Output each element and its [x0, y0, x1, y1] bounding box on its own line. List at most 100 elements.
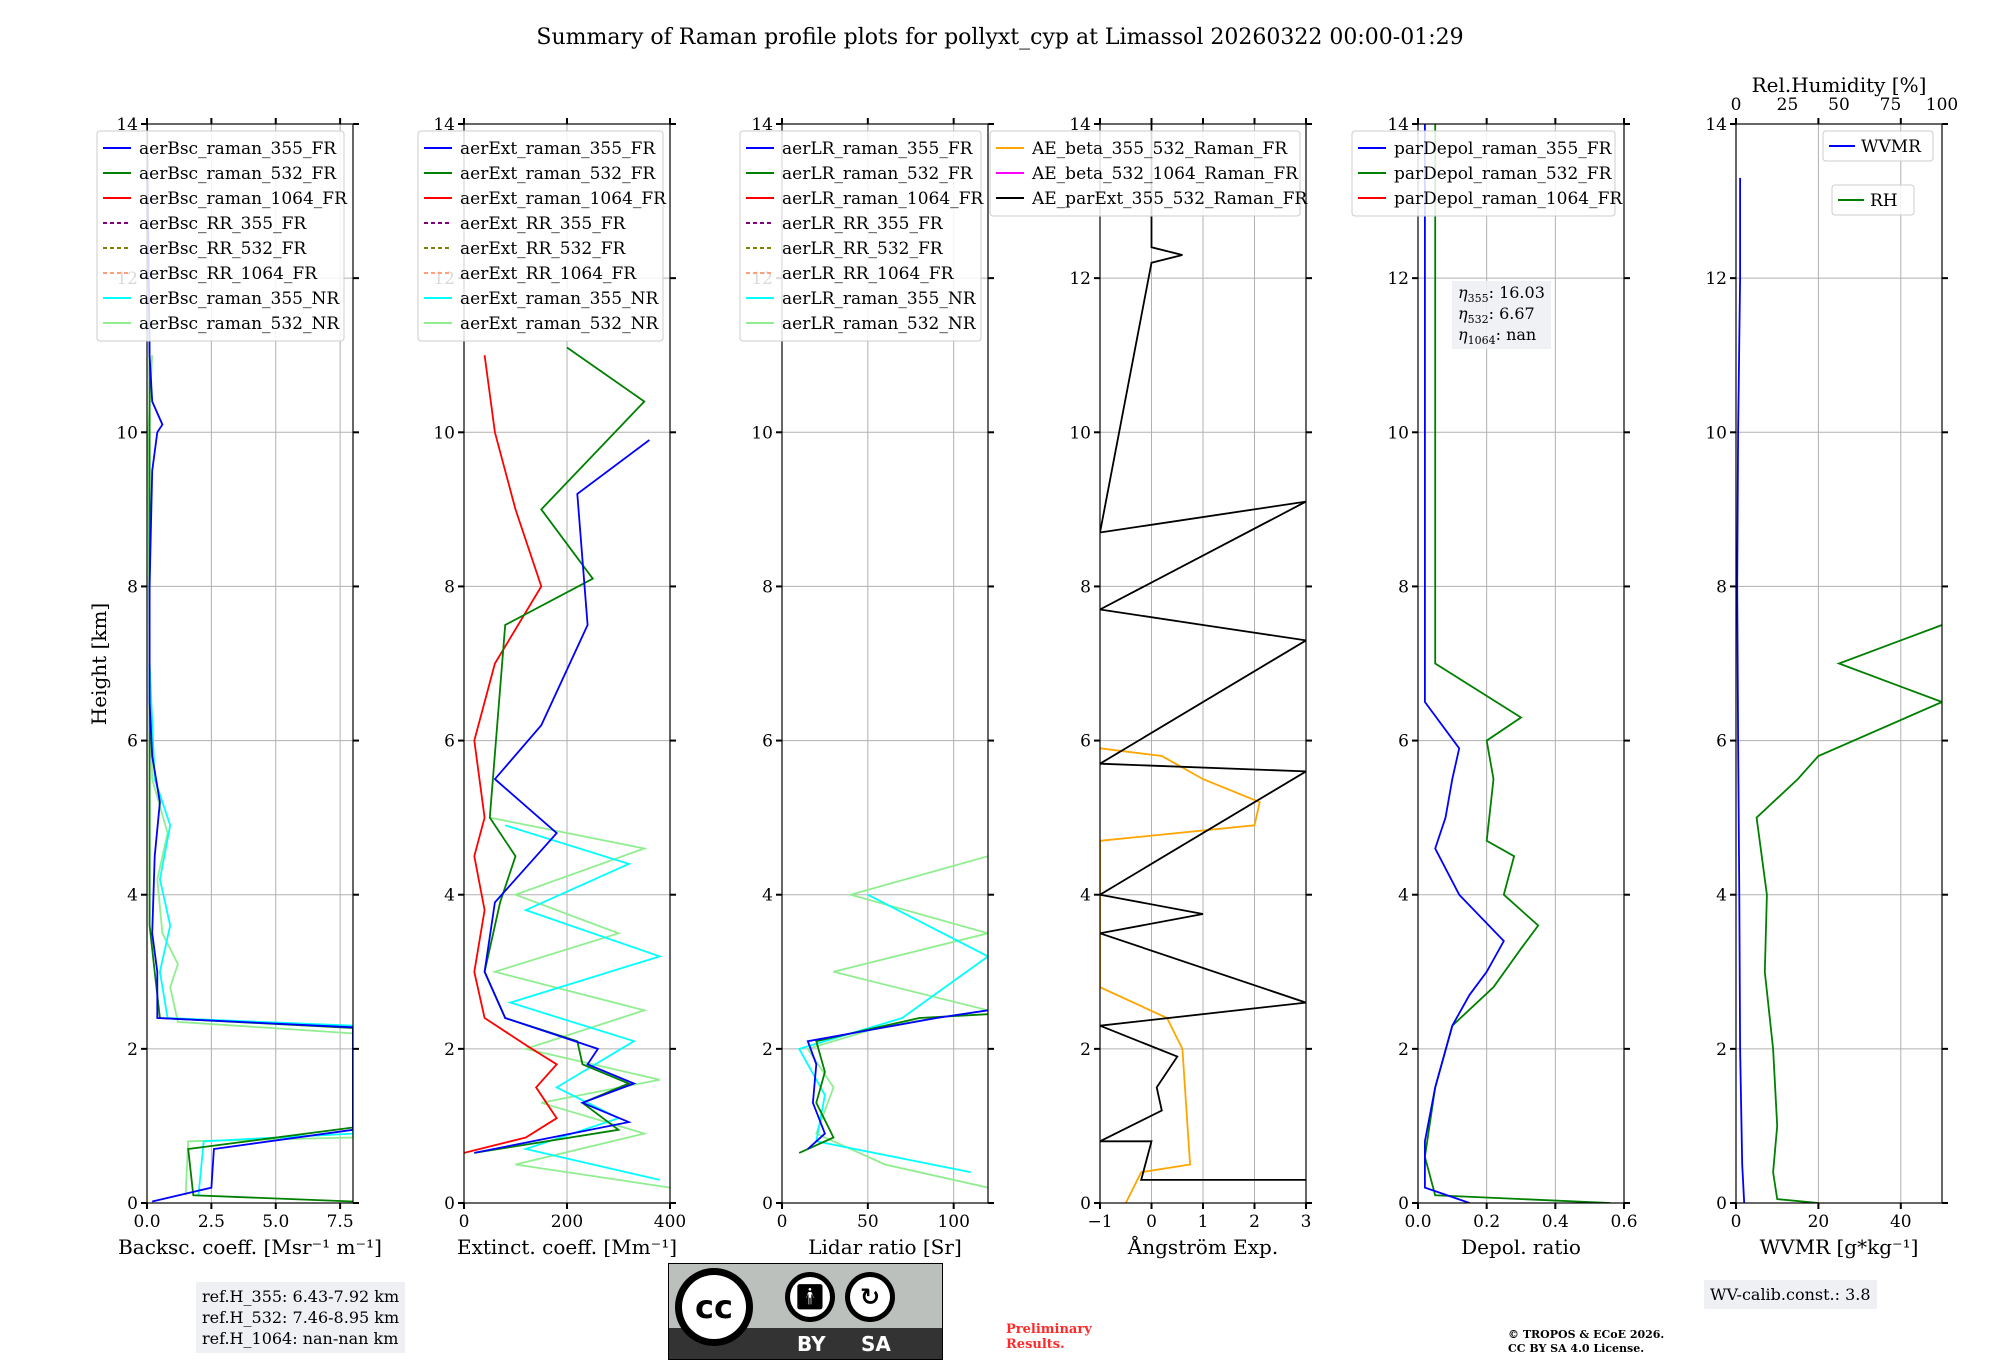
- y-tick-label: 14: [116, 115, 138, 135]
- x-tick-label: 0: [1731, 1212, 1742, 1232]
- y-tick-label: 4: [444, 886, 455, 906]
- y-tick-label: 10: [751, 423, 773, 443]
- legend-box: [96, 130, 345, 342]
- y-tick-label: 2: [127, 1040, 138, 1060]
- top-tick-label: 25: [1777, 95, 1799, 115]
- y-tick-label: 0: [444, 1194, 455, 1214]
- y-tick-label: 2: [1716, 1040, 1727, 1060]
- y-tick-label: 4: [127, 886, 138, 906]
- legend-label: aerExt_RR_1064_FR: [460, 264, 637, 284]
- legend-box: [417, 130, 664, 342]
- x-tick-label: 2.5: [198, 1212, 225, 1232]
- eta-box: [1452, 281, 1551, 349]
- y-tick-label: 10: [116, 423, 138, 443]
- y-tick-label: 14: [1387, 115, 1409, 135]
- legend-label: aerBsc_raman_532_FR: [139, 164, 337, 184]
- panel-5: 0.0 0.2 0.4 0.6 0 2 4 6 8 10 12 14 Depol. ratio parDe…: [1351, 115, 1638, 1259]
- wv-calib-box: WV-calib.const.: 3.8: [1704, 1280, 1877, 1309]
- y-tick-label: 0: [1080, 1194, 1091, 1214]
- y-axis-label: Height [km]: [87, 603, 111, 725]
- eta-532: η532: 6.67: [1458, 304, 1535, 326]
- series-line-RH: [1755, 624, 1942, 1203]
- panel-1: 0.02.55.07.502468101214Backsc. coeff. [M…: [96, 115, 382, 1259]
- y-tick-label: 10: [1387, 423, 1409, 443]
- axes-frame: [1735, 123, 1943, 1204]
- x-tick-label: 100: [937, 1212, 969, 1232]
- series-line-WVMR: [1736, 177, 1746, 1203]
- x-tick-label: 0: [459, 1212, 470, 1232]
- preliminary-note: Preliminary Results.: [1006, 1322, 1092, 1352]
- legend-label: aerLR_RR_532_FR: [782, 239, 944, 259]
- copyright-note: © TROPOS & ECoE 2026. CC BY SA 4.0 Licen…: [1508, 1328, 1664, 1356]
- y-tick-label: 14: [751, 115, 773, 135]
- top-tick-label: 100: [1926, 95, 1958, 115]
- x-tick-label: 7.5: [327, 1212, 354, 1232]
- y-tick-label: 8: [762, 577, 773, 597]
- legend-box: [1822, 130, 1934, 162]
- y-tick-label: 8: [1080, 577, 1091, 597]
- y-tick-label: 8: [444, 577, 455, 597]
- y-tick-label: 8: [127, 577, 138, 597]
- x-tick-label: 20: [1808, 1212, 1830, 1232]
- legend-label: aerExt_raman_532_NR: [460, 314, 659, 334]
- legend-label: aerExt_raman_355_NR: [460, 289, 659, 309]
- y-tick-label: 14: [1069, 115, 1091, 135]
- series-line-aerBsc_raman_532_NR: [147, 355, 353, 1196]
- top-axis-label: Rel.Humidity [%]: [1752, 73, 1927, 97]
- x-tick-label: −1: [1087, 1212, 1112, 1232]
- x-tick-label: 1: [1198, 1212, 1209, 1232]
- series-line-aerExt_raman_532_NR: [489, 816, 670, 1189]
- x-tick-label: 200: [551, 1212, 583, 1232]
- legend-label: aerLR_raman_355_FR: [782, 139, 974, 159]
- x-axis-label: Backsc. coeff. [Msr⁻¹ m⁻¹]: [118, 1235, 382, 1259]
- legend-label: aerLR_raman_355_NR: [782, 289, 977, 309]
- series-line-aerLR_raman_532_FR: [798, 1013, 988, 1154]
- legend-label: aerLR_RR_1064_FR: [782, 264, 955, 284]
- x-tick-label: 0: [1146, 1212, 1157, 1232]
- refh-1064: ref.H_1064: nan-nan km: [202, 1329, 399, 1348]
- y-tick-label: 2: [1398, 1040, 1409, 1060]
- y-tick-label: 0: [1398, 1194, 1409, 1214]
- copyright-line-2: CC BY SA 4.0 License.: [1508, 1342, 1645, 1355]
- legend-label: aerExt_RR_532_FR: [460, 239, 626, 259]
- y-tick-label: 2: [1080, 1040, 1091, 1060]
- legend-label: AE_beta_355_532_Raman_FR: [1031, 139, 1288, 159]
- x-axis-label: Lidar ratio [Sr]: [808, 1235, 962, 1259]
- share-alike-icon: ↻: [845, 1272, 895, 1322]
- y-tick-label: 6: [762, 732, 773, 752]
- y-tick-label: 10: [1069, 423, 1091, 443]
- series-line-AE_parExt_355_532_Raman_FR: [1100, 124, 1306, 1181]
- legend-label: WVMR: [1861, 137, 1922, 157]
- x-tick-label: 40: [1890, 1212, 1912, 1232]
- series-line-aerExt_raman_355_FR: [474, 439, 650, 1154]
- reference-height-box: ref.H_355: 6.43-7.92 km ref.H_532: 7.46-…: [196, 1282, 406, 1353]
- x-tick-label: 5.0: [262, 1212, 289, 1232]
- x-tick-label: 0: [777, 1212, 788, 1232]
- y-tick-label: 14: [433, 115, 455, 135]
- legend-label: parDepol_raman_532_FR: [1394, 164, 1613, 184]
- legend-label: aerBsc_raman_355_NR: [139, 289, 340, 309]
- y-tick-label: 6: [127, 732, 138, 752]
- x-tick-label: 0.4: [1542, 1212, 1569, 1232]
- series-line-aerBsc_raman_355_NR: [148, 663, 353, 1196]
- legend-label: aerLR_raman_532_NR: [782, 314, 977, 334]
- axes-frame: [146, 123, 354, 1204]
- preliminary-line-2: Results.: [1006, 1337, 1065, 1352]
- legend-label: aerExt_raman_355_FR: [460, 139, 656, 159]
- legend-label: aerBsc_raman_355_FR: [139, 139, 337, 159]
- legend-label: RH: [1870, 191, 1898, 211]
- figure-title: Summary of Raman profile plots for polly…: [536, 25, 1463, 50]
- by-label: BY: [797, 1332, 826, 1356]
- legend-label: parDepol_raman_355_FR: [1394, 139, 1613, 159]
- legend-label: aerExt_RR_355_FR: [460, 214, 626, 234]
- legend-label: aerLR_RR_355_FR: [782, 214, 944, 234]
- panel-3: 05010002468101214Lidar ratio [Sr]aerLR_r…: [739, 115, 994, 1259]
- axes-frame: [1417, 123, 1625, 1204]
- y-tick-label: 0: [127, 1194, 138, 1214]
- top-tick-label: 0: [1731, 95, 1742, 115]
- y-tick-label: 6: [444, 732, 455, 752]
